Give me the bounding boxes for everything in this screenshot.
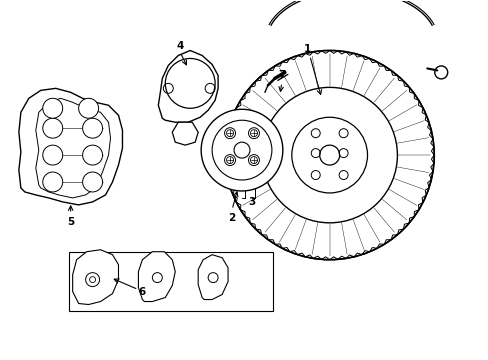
Text: 4: 4	[176, 41, 183, 50]
Text: 1: 1	[304, 44, 311, 54]
Circle shape	[42, 118, 62, 138]
Circle shape	[224, 154, 235, 166]
Text: 6: 6	[139, 287, 146, 297]
Polygon shape	[36, 98, 110, 198]
Circle shape	[42, 172, 62, 192]
Circle shape	[434, 66, 447, 79]
Circle shape	[319, 145, 339, 165]
Polygon shape	[172, 122, 198, 145]
Circle shape	[224, 128, 235, 139]
Circle shape	[42, 145, 62, 165]
Circle shape	[248, 154, 259, 166]
Text: 7: 7	[278, 71, 285, 80]
Text: 3: 3	[248, 197, 255, 207]
Circle shape	[208, 273, 218, 283]
Ellipse shape	[201, 109, 282, 191]
Circle shape	[85, 273, 100, 287]
Text: 2: 2	[228, 213, 235, 223]
Circle shape	[165, 58, 215, 108]
Circle shape	[82, 172, 102, 192]
Polygon shape	[138, 252, 175, 302]
Bar	[68, 252, 272, 311]
Circle shape	[212, 120, 271, 180]
Circle shape	[42, 98, 62, 118]
Circle shape	[234, 142, 249, 158]
Polygon shape	[73, 250, 118, 305]
Circle shape	[248, 128, 259, 139]
Circle shape	[82, 145, 102, 165]
Text: 5: 5	[67, 217, 74, 227]
Circle shape	[152, 273, 162, 283]
Circle shape	[224, 50, 433, 260]
Polygon shape	[19, 88, 122, 205]
Polygon shape	[198, 255, 227, 300]
Polygon shape	[158, 50, 218, 122]
Circle shape	[82, 118, 102, 138]
Circle shape	[79, 98, 99, 118]
